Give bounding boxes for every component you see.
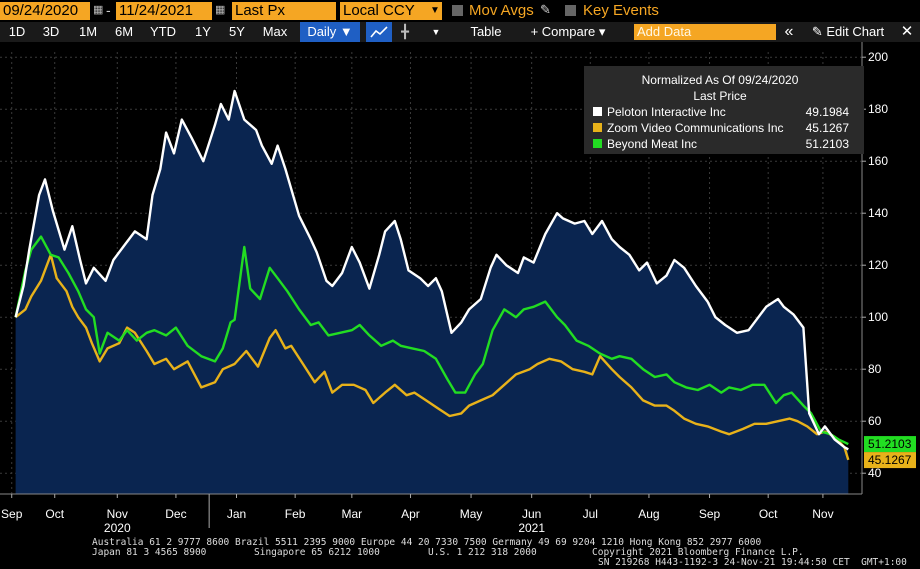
last-value-tag-zoom-text: 45.1267 bbox=[868, 453, 912, 467]
last-value-tag-beyond bbox=[864, 436, 916, 453]
x-tick-label: Sep bbox=[1, 507, 23, 521]
x-tick-label: Oct bbox=[45, 507, 64, 521]
end-date-field[interactable]: 11/24/2021 bbox=[116, 2, 212, 20]
dropdown-icon[interactable]: ▼ bbox=[431, 27, 441, 37]
range-button-1m[interactable]: 1M bbox=[78, 24, 98, 39]
add-data-input[interactable]: Add Data bbox=[634, 24, 776, 40]
calendar-icon[interactable]: ▦ bbox=[93, 4, 104, 16]
legend-value-peloton: 49.1984 bbox=[806, 105, 850, 119]
range-button-5y[interactable]: 5Y bbox=[229, 24, 245, 39]
range-button-ytd[interactable]: YTD bbox=[150, 24, 176, 39]
y-tick-label: 180 bbox=[868, 102, 888, 116]
x-tick-label: Sep bbox=[699, 507, 721, 521]
footer-contacts-1: Australia 61 2 9777 8600 Brazil 5511 239… bbox=[92, 537, 762, 548]
mov-avgs-label: Mov Avgs bbox=[469, 2, 534, 19]
legend-subtitle: Last Price bbox=[693, 89, 747, 103]
footer-contacts-japan: Japan 81 3 4565 8900 bbox=[92, 547, 207, 558]
mov-avgs-checkbox[interactable] bbox=[452, 5, 463, 16]
x-tick-label: May bbox=[460, 507, 483, 521]
y-tick-label: 160 bbox=[868, 154, 888, 168]
legend-box bbox=[584, 66, 864, 154]
x-tick-label: Oct bbox=[759, 507, 778, 521]
x-tick-label: Aug bbox=[638, 507, 659, 521]
edit-chart-button[interactable]: ✎ Edit Chart bbox=[811, 24, 885, 39]
compare-button[interactable]: + Compare ▾ bbox=[530, 24, 606, 39]
x-tick-label: Apr bbox=[401, 507, 420, 521]
key-events-checkbox[interactable] bbox=[565, 5, 576, 16]
x-tick-label: Nov bbox=[812, 507, 833, 521]
footer-session: SN 219268 H443-1192-3 24-Nov-21 19:44:50… bbox=[598, 557, 907, 568]
calendar-icon[interactable]: ▦ bbox=[215, 4, 226, 16]
legend-label-beyond: Beyond Meat Inc bbox=[607, 137, 697, 151]
x-axis: Sep Oct Nov Dec Jan Feb Mar Apr May Jun Jul Aug Sep O… bbox=[0, 493, 862, 535]
collapse-button[interactable]: « bbox=[784, 23, 794, 40]
x-tick-label: Nov bbox=[107, 507, 128, 521]
last-value-tag-beyond-text: 51.2103 bbox=[868, 437, 912, 451]
x-tick-label: Feb bbox=[285, 507, 306, 521]
legend-swatch-peloton bbox=[593, 107, 602, 116]
date-separator: - bbox=[106, 2, 111, 18]
close-icon[interactable]: ✕ bbox=[900, 23, 914, 40]
y-tick-label: 140 bbox=[868, 206, 888, 220]
footer: Australia 61 2 9777 8600 Brazil 5511 239… bbox=[0, 538, 920, 569]
legend-label-zoom: Zoom Video Communications Inc bbox=[607, 121, 784, 135]
key-events-label: Key Events bbox=[583, 2, 659, 19]
y-tick-label: 40 bbox=[868, 466, 882, 480]
field-select[interactable]: Last Px bbox=[232, 2, 336, 20]
y-tick-label: 100 bbox=[868, 310, 888, 324]
range-button-3d[interactable]: 3D bbox=[42, 24, 60, 39]
peloton-line bbox=[14, 89, 849, 451]
x-tick-label: Jun bbox=[522, 507, 541, 521]
legend-swatch-zoom bbox=[593, 123, 602, 132]
table-button[interactable]: Table bbox=[470, 24, 502, 39]
legend-value-zoom: 45.1267 bbox=[806, 121, 850, 135]
start-date-field[interactable]: 09/24/2020 bbox=[0, 2, 90, 20]
legend-title: Normalized As Of 09/24/2020 bbox=[642, 73, 799, 87]
range-button-1y[interactable]: 1Y bbox=[195, 24, 211, 39]
footer-contacts-singapore: Singapore 65 6212 1000 bbox=[254, 547, 380, 558]
y-tick-label: 120 bbox=[868, 258, 888, 272]
x-tick-label: Mar bbox=[342, 507, 363, 521]
y-axis: 40 60 80 100 120 140 160 180 200 bbox=[861, 42, 888, 494]
peloton-area bbox=[15, 91, 849, 494]
legend: Normalized As Of 09/24/2020 Last Price P… bbox=[584, 66, 864, 154]
period-select[interactable]: Daily ▼ bbox=[300, 22, 360, 42]
x-tick-label: Jan bbox=[227, 507, 246, 521]
candlestick-icon[interactable]: ╋ bbox=[401, 24, 409, 39]
currency-select[interactable]: Local CCY bbox=[340, 2, 428, 20]
y-tick-label: 200 bbox=[868, 50, 888, 64]
range-button-1d[interactable]: 1D bbox=[8, 24, 26, 39]
year-label: 2020 bbox=[104, 521, 131, 535]
year-label: 2021 bbox=[518, 521, 545, 535]
range-button-max[interactable]: Max bbox=[262, 24, 288, 39]
dropdown-icon[interactable]: ▼ bbox=[428, 2, 442, 20]
x-tick-label: Dec bbox=[165, 507, 186, 521]
y-tick-label: 60 bbox=[868, 414, 882, 428]
last-value-tag-zoom bbox=[864, 452, 916, 469]
series-layer bbox=[14, 89, 850, 494]
footer-copyright: Copyright 2021 Bloomberg Finance L.P. bbox=[592, 547, 804, 558]
price-chart: 40 60 80 100 120 140 160 180 200 Sep Oct Nov Dec Jan… bbox=[0, 42, 920, 538]
pencil-icon[interactable]: ✎ bbox=[540, 2, 551, 17]
range-button-6m[interactable]: 6M bbox=[114, 24, 134, 39]
x-tick-label: Jul bbox=[583, 507, 598, 521]
legend-swatch-beyond bbox=[593, 139, 602, 148]
legend-label-peloton: Peloton Interactive Inc bbox=[607, 105, 726, 119]
footer-contacts-us: U.S. 1 212 318 2000 bbox=[428, 547, 537, 558]
line-chart-icon[interactable] bbox=[366, 22, 392, 42]
last-value-tags: 51.2103 45.1267 bbox=[864, 436, 916, 469]
beyond-meat-line bbox=[14, 235, 849, 446]
y-tick-label: 80 bbox=[868, 362, 882, 376]
legend-value-beyond: 51.2103 bbox=[806, 137, 850, 151]
